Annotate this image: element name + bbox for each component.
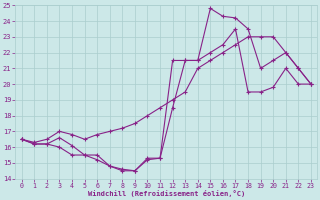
X-axis label: Windchill (Refroidissement éolien,°C): Windchill (Refroidissement éolien,°C) [88,190,245,197]
